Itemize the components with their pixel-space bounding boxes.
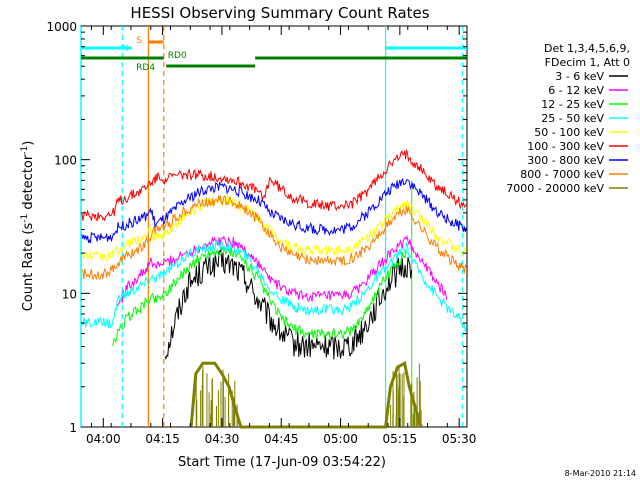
legend-entry-label: 50 - 100 keV bbox=[534, 126, 604, 139]
rd0-label: RD0 bbox=[168, 51, 187, 61]
legend-entry-label: 12 - 25 keV bbox=[541, 98, 604, 111]
series-7000-20000-kev bbox=[189, 360, 423, 429]
series-300-800-kev bbox=[81, 177, 467, 244]
legend-header-line: Det 1,3,4,5,6,9, bbox=[544, 42, 630, 55]
series-50-100-kev bbox=[81, 195, 467, 262]
legend: Det 1,3,4,5,6,9,FDecim 1, Att 03 - 6 keV… bbox=[506, 42, 630, 195]
y-tick-label: 1 bbox=[69, 421, 77, 435]
legend-entry-label: 300 - 800 keV bbox=[527, 154, 604, 167]
x-tick-label: 04:15 bbox=[145, 432, 180, 446]
rd4-label: RD4 bbox=[136, 63, 155, 73]
x-tick-label: 04:30 bbox=[205, 432, 240, 446]
x-axis-ticks: 04:00 04:15 04:30 04:45 05:00 05:15 05:30 bbox=[86, 26, 476, 446]
y-tick-label: 10 bbox=[62, 287, 77, 301]
legend-entry-label: 3 - 6 keV bbox=[555, 70, 604, 83]
legend-entry-label: 7000 - 20000 keV bbox=[506, 182, 604, 195]
y-axis-ticks: 1 10 100 1000 bbox=[46, 20, 467, 435]
footer-date: 8-Mar-2010 21:14 bbox=[565, 469, 636, 478]
legend-header-line: FDecim 1, Att 0 bbox=[545, 56, 630, 69]
legend-entry-label: 800 - 7000 keV bbox=[520, 168, 604, 181]
y-axis-label-sup1: -1 bbox=[20, 214, 30, 223]
series-25-50-kev bbox=[81, 239, 467, 332]
plot-area: NS RD0 RD4 1 10 100 1000 04:00 04:15 04:30 04:45… bbox=[46, 20, 476, 446]
series-6-12-kev bbox=[117, 234, 448, 307]
x-tick-label: 05:00 bbox=[323, 432, 358, 446]
x-tick-label: 04:45 bbox=[264, 432, 299, 446]
attenuator-s-label: S bbox=[136, 36, 142, 46]
legend-entry-label: 25 - 50 keV bbox=[541, 112, 604, 125]
x-axis-label: Start Time (17-Jun-09 03:54:22) bbox=[178, 455, 386, 470]
x-tick-label: 05:15 bbox=[383, 432, 418, 446]
series-100-300-kev bbox=[81, 149, 467, 222]
chart-title: HESSI Observing Summary Count Rates bbox=[130, 4, 429, 22]
series-lines bbox=[81, 149, 467, 429]
y-tick-label: 100 bbox=[54, 154, 77, 168]
series-3-6-kev bbox=[164, 247, 413, 361]
y-axis-label: Count Rate (s-1 detector-1) bbox=[20, 141, 36, 312]
x-tick-label: 05:30 bbox=[442, 432, 477, 446]
y-axis-label-sup2: -1 bbox=[20, 146, 30, 155]
x-tick-label: 04:00 bbox=[86, 432, 121, 446]
y-axis-label-end: ) bbox=[21, 141, 36, 146]
legend-entry-label: 6 - 12 keV bbox=[548, 84, 604, 97]
saa-n-label: N bbox=[122, 44, 129, 54]
plot-frame bbox=[80, 25, 468, 428]
y-tick-label: 1000 bbox=[46, 20, 77, 34]
y-axis-label-mid: detector bbox=[21, 154, 36, 214]
legend-entry-label: 100 - 300 keV bbox=[527, 140, 604, 153]
series-800-7000-kev bbox=[81, 195, 467, 281]
observing-overlays: NS RD0 RD4 bbox=[80, 26, 467, 427]
